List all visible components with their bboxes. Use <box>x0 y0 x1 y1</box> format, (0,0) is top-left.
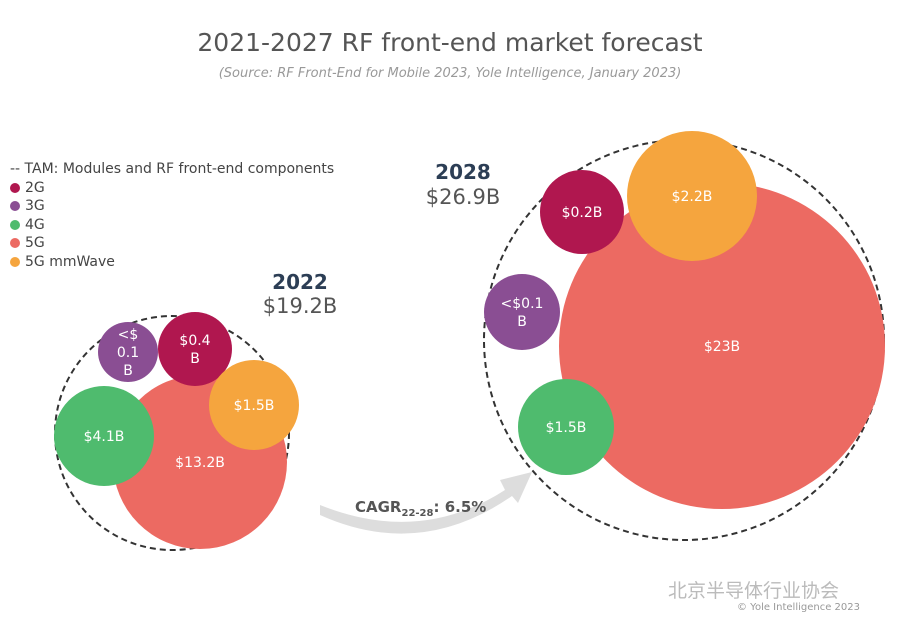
legend-item: 2G <box>10 179 334 198</box>
bubble-label: $0.2B <box>562 205 603 221</box>
legend-item: 3G <box>10 197 334 216</box>
cagr-label: CAGR22-28: 6.5% <box>355 498 486 519</box>
bubble-label: $0.4 B <box>179 333 210 367</box>
bubble-5g-2028 <box>559 183 885 509</box>
growth-arrow-icon <box>320 472 532 534</box>
bubble-label: $1.5B <box>234 398 275 414</box>
bubble-label: $4.1B <box>84 429 125 445</box>
legend-dot-icon <box>10 201 20 211</box>
bubble-3g-2028 <box>484 274 560 350</box>
legend-label: 5G mmWave <box>25 253 115 270</box>
legend: -- TAM: Modules and RF front-end compone… <box>10 160 334 271</box>
legend-item: 5G <box>10 234 334 253</box>
legend-tam: -- TAM: Modules and RF front-end compone… <box>10 161 335 177</box>
legend-label: 5G <box>25 235 45 251</box>
bubble-5g-mmwave-2022 <box>209 360 299 450</box>
legend-label: 2G <box>25 179 45 196</box>
chart-subtitle: (Source: RF Front-End for Mobile 2023, Y… <box>218 66 682 81</box>
bubble-2g-2022 <box>158 312 232 386</box>
bubble-label: $1.5B <box>546 420 587 436</box>
legend-dot-icon <box>10 238 20 248</box>
bubble-2g-2028 <box>540 170 624 254</box>
bubble-label: $13.2B <box>175 455 225 471</box>
bubble-4g-2022 <box>54 386 154 486</box>
copyright: © Yole Intelligence 2023 <box>737 602 860 613</box>
legend-item: 4G <box>10 216 334 235</box>
legend-label: 4G <box>25 216 45 233</box>
watermark: 北京半导体行业协会 <box>668 580 840 602</box>
bubble-label: $2.2B <box>672 189 713 205</box>
bubble-3g-2022 <box>98 322 158 382</box>
chart-title: 2021-2027 RF front-end market forecast <box>197 28 703 57</box>
legend-dot-icon <box>10 219 20 230</box>
year-2028: 2028 <box>435 160 491 184</box>
legend-item: 5G mmWave <box>10 253 334 272</box>
legend-dot-icon <box>10 182 20 193</box>
bubble-label: $23B <box>704 339 740 355</box>
year-2022: 2022 <box>272 270 328 294</box>
legend-dot-icon <box>10 256 20 267</box>
total-2022: $19.2B <box>262 294 338 318</box>
bubble-4g-2028 <box>518 379 614 475</box>
total-2028: $26.9B <box>425 185 501 209</box>
legend-label: 3G <box>25 198 45 214</box>
bubble-5g-mmwave-2028 <box>627 131 757 261</box>
